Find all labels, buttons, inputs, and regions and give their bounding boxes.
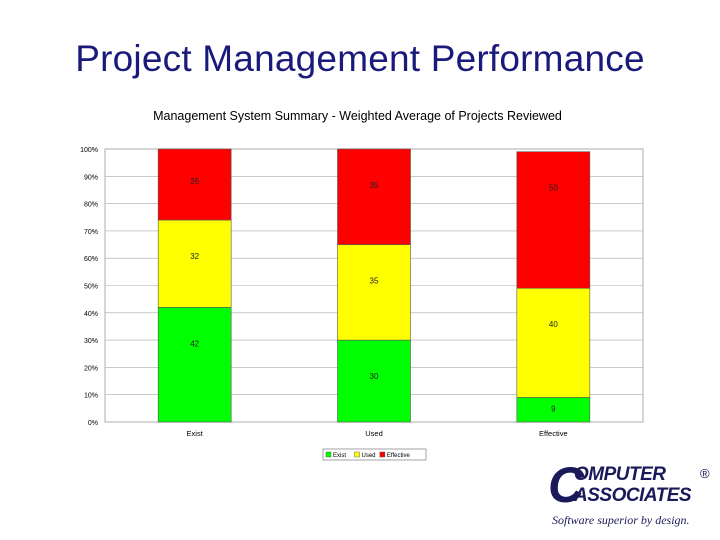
bar-segment: [157, 307, 232, 423]
y-tick-label: 30%: [84, 338, 98, 345]
data-label: 32: [190, 252, 199, 261]
y-tick-label: 90%: [84, 174, 98, 181]
y-tick-label: 70%: [84, 229, 98, 236]
x-tick-label: Exist: [187, 429, 204, 438]
legend-label: Exist: [333, 453, 346, 459]
legend-label: Effective: [387, 453, 411, 459]
bar-segment: [337, 244, 411, 341]
x-tick-label: Effective: [539, 429, 568, 438]
logo-line-2: ASSOCIATES: [574, 485, 692, 506]
logo-tagline: Software superior by design.: [552, 513, 690, 527]
y-tick-label: 10%: [84, 393, 98, 400]
y-tick-label: 40%: [84, 311, 98, 318]
data-label: 30: [370, 372, 379, 381]
legend-swatch: [379, 451, 386, 458]
data-label: 35: [370, 277, 379, 286]
logo-registered-mark: ®: [700, 466, 710, 481]
y-tick-label: 0%: [88, 420, 98, 427]
data-label: 50: [549, 184, 558, 193]
legend-swatch: [325, 451, 332, 458]
data-label: 35: [370, 181, 379, 190]
data-label: 40: [549, 320, 558, 329]
y-tick-label: 100%: [80, 147, 98, 154]
bar-segment: [157, 148, 232, 221]
y-tick-label: 50%: [84, 284, 98, 291]
y-tick-label: 80%: [84, 202, 98, 209]
y-tick-label: 60%: [84, 256, 98, 263]
computer-associates-logo: C OMPUTER ASSOCIATES ® Software superior…: [548, 460, 720, 540]
legend-label: Used: [362, 453, 376, 459]
y-tick-label: 20%: [84, 365, 98, 372]
legend-swatch: [354, 451, 360, 458]
bar-segment: [516, 151, 591, 289]
legend-box: [322, 448, 427, 461]
chart-title: Management System Summary - Weighted Ave…: [153, 109, 562, 123]
bar-segment: [516, 287, 591, 398]
bar-segment: [157, 219, 232, 308]
data-label: 26: [190, 177, 199, 186]
x-tick-label: Used: [365, 429, 383, 438]
slide-title: Project Management Performance: [75, 38, 645, 79]
logo-line-1: OMPUTER: [574, 464, 666, 485]
bar-segment: [337, 148, 411, 245]
data-label: 9: [551, 404, 556, 413]
data-label: 42: [190, 339, 199, 348]
logo-c-letter: C: [548, 457, 585, 513]
